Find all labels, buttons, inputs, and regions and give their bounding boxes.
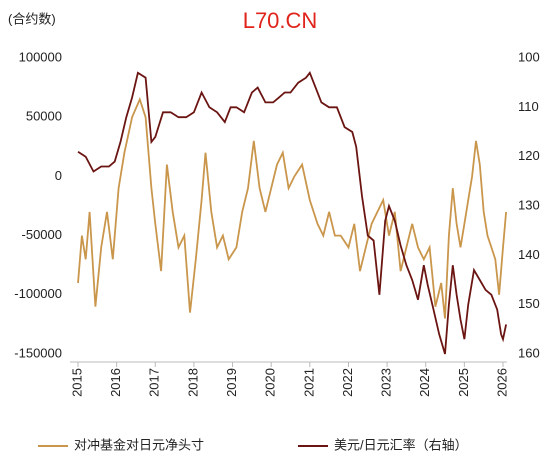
line-series [77,70,507,355]
y-tick-label: 100000 [19,49,62,64]
y-axis-label: (合约数) [8,11,56,26]
x-tick-label: 2015 [69,368,84,397]
x-tick-label: 2021 [301,368,316,397]
x-tick-label: 2020 [263,368,278,397]
legend-label: 美元/日元汇率（右轴） [334,437,468,452]
x-tick-label: 2023 [379,368,394,397]
y-tick-label: -150000 [14,345,62,360]
y2-tick-label: 150 [518,296,540,311]
watermark: L70.CN [243,8,318,33]
y2-tick-label: 120 [518,148,540,163]
y-tick-label: -50000 [22,227,62,242]
x-tick-label: 2024 [417,368,432,397]
y2-tick-label: 110 [518,99,539,114]
y-tick-label: 50000 [26,109,62,124]
y2-tick-label: 100 [518,49,540,64]
legend-label: 对冲基金对日元净头寸 [74,437,204,452]
x-tick-label: 2016 [108,368,123,397]
x-tick-label: 2025 [456,368,471,397]
x-tick-label: 2022 [340,368,355,397]
y-tick-label: -100000 [14,286,62,301]
y-tick-label: 0 [55,168,62,183]
y2-tick-label: 130 [518,197,540,212]
line-series [77,96,507,319]
x-tick-label: 2026 [494,368,509,397]
x-tick-label: 2018 [185,368,200,397]
x-tick-label: 2017 [147,368,162,397]
y2-tick-label: 160 [518,345,540,360]
y2-tick-label: 140 [518,247,540,262]
x-tick-label: 2019 [224,368,239,397]
